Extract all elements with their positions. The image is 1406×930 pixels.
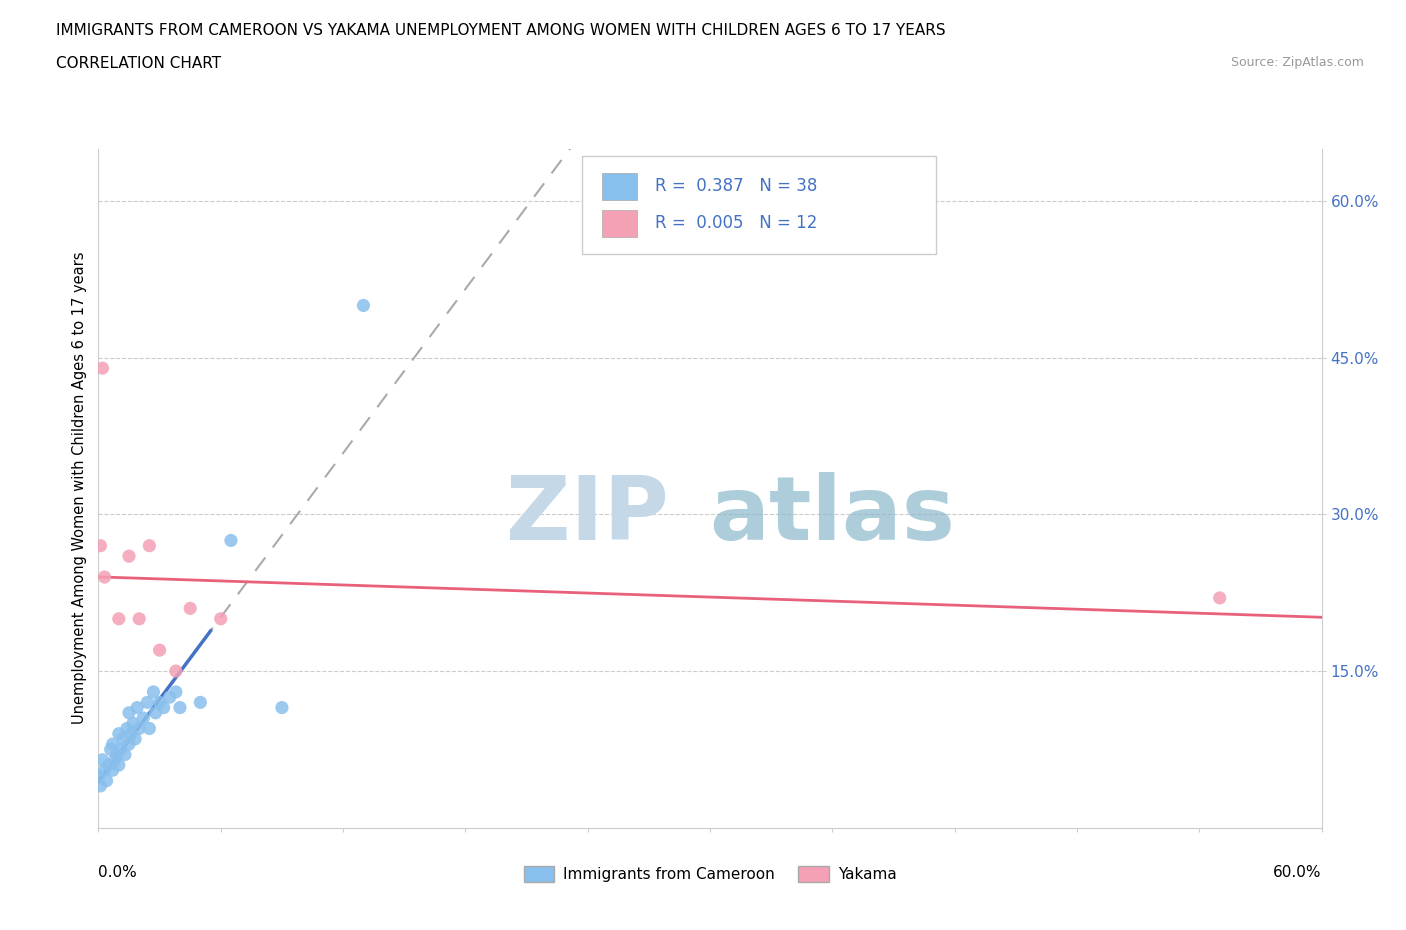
Point (115, 721, 138, 736)
Point (149, 695, 172, 710)
FancyBboxPatch shape (602, 210, 637, 237)
Point (91, 752, 114, 767)
Text: R =  0.387   N = 38: R = 0.387 N = 38 (655, 177, 817, 195)
Point (114, 747, 136, 762)
Point (209, 611, 232, 626)
Point (159, 690, 181, 705)
Point (120, 726, 142, 741)
Point (111, 732, 134, 747)
Point (105, 747, 128, 762)
Text: R =  0.005   N = 12: R = 0.005 N = 12 (655, 215, 817, 232)
Point (138, 721, 160, 736)
Point (169, 700, 191, 715)
Point (136, 695, 159, 710)
Legend: Immigrants from Cameroon, Yakama: Immigrants from Cameroon, Yakama (517, 859, 903, 888)
Point (108, 758, 131, 773)
Point (91, 361, 114, 376)
Point (101, 737, 124, 751)
Point (188, 695, 212, 710)
Point (118, 737, 141, 751)
Text: Source: ZipAtlas.com: Source: ZipAtlas.com (1230, 56, 1364, 69)
Point (108, 726, 131, 741)
Point (145, 705, 167, 720)
Point (108, 611, 131, 626)
Point (97, 758, 120, 773)
Point (96, 773, 118, 788)
Y-axis label: Unemployment Among Women with Children Ages 6 to 17 years: Unemployment Among Women with Children A… (72, 252, 87, 724)
Point (101, 763, 124, 777)
Point (122, 716, 145, 731)
Point (87, 768, 110, 783)
Point (138, 538, 160, 553)
Point (118, 705, 141, 720)
Point (127, 700, 149, 715)
FancyBboxPatch shape (602, 173, 637, 200)
Point (93, 569, 115, 584)
Point (89, 778, 111, 793)
Point (124, 732, 146, 747)
Text: IMMIGRANTS FROM CAMEROON VS YAKAMA UNEMPLOYMENT AMONG WOMEN WITH CHILDREN AGES 6: IMMIGRANTS FROM CAMEROON VS YAKAMA UNEMP… (56, 23, 946, 38)
Point (132, 711, 155, 725)
Point (1209, 591, 1232, 605)
Point (270, 700, 294, 715)
Point (128, 721, 150, 736)
Point (142, 684, 165, 699)
Point (118, 549, 141, 564)
Point (352, 298, 374, 312)
Point (128, 611, 150, 626)
Text: ZIP: ZIP (506, 472, 669, 559)
Point (100, 742, 122, 757)
Point (165, 664, 187, 679)
Point (165, 684, 187, 699)
Text: 0.0%: 0.0% (98, 865, 138, 880)
Point (93, 763, 115, 777)
Text: atlas: atlas (710, 472, 955, 559)
Point (179, 601, 201, 616)
Text: 60.0%: 60.0% (1274, 865, 1322, 880)
Point (89, 538, 111, 553)
Point (219, 533, 242, 548)
Point (152, 700, 174, 715)
Point (104, 752, 127, 767)
FancyBboxPatch shape (582, 155, 936, 254)
Point (149, 643, 172, 658)
Point (110, 742, 132, 757)
Text: CORRELATION CHART: CORRELATION CHART (56, 56, 221, 71)
